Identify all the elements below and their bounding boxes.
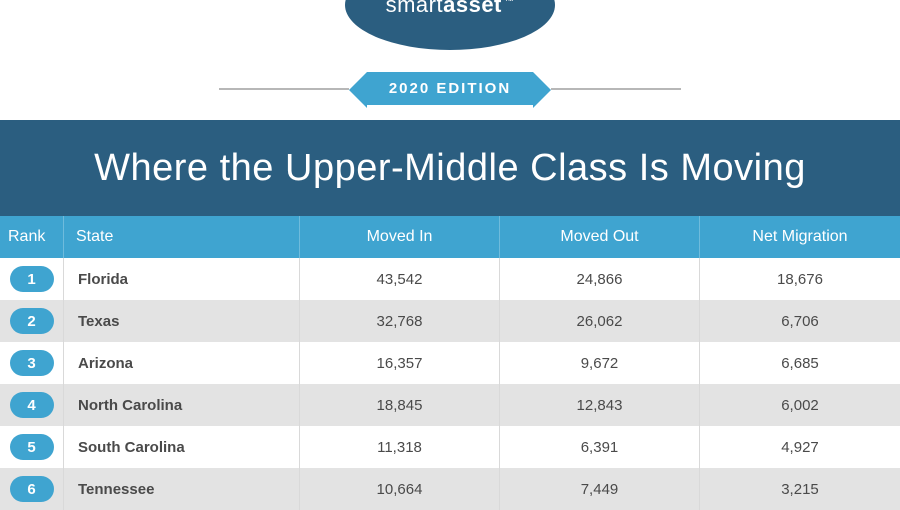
cell-moved-in: 18,845 [300, 384, 500, 426]
cell-state: Texas [64, 300, 300, 342]
edition-label: 2020 EDITION [389, 80, 511, 97]
brand-text: smartasset™ [386, 0, 515, 18]
title-block: Where the Upper-Middle Class Is Moving [0, 120, 900, 216]
table-row: 5 South Carolina11,3186,3914,927 [0, 426, 900, 468]
rank-pill: 1 [10, 266, 54, 292]
cell-net-migration: 6,706 [700, 300, 900, 342]
col-header-state: State [64, 216, 300, 258]
cell-state: Arizona [64, 342, 300, 384]
rank-pill: 5 [10, 434, 54, 460]
cell-net-migration: 6,685 [700, 342, 900, 384]
edition-ribbon: 2020 EDITION [367, 72, 533, 105]
cell-net-migration: 4,927 [700, 426, 900, 468]
migration-table: Rank State Moved In Moved Out Net Migrat… [0, 216, 900, 510]
table-row: 3 Arizona16,3579,6726,685 [0, 342, 900, 384]
cell-rank: 4 [0, 384, 64, 426]
divider-left [219, 88, 349, 90]
cell-state: Tennessee [64, 468, 300, 510]
cell-moved-out: 6,391 [500, 426, 700, 468]
cell-rank: 2 [0, 300, 64, 342]
edition-row: 2020 EDITION [0, 72, 900, 105]
cell-moved-out: 26,062 [500, 300, 700, 342]
cell-net-migration: 6,002 [700, 384, 900, 426]
cell-state: North Carolina [64, 384, 300, 426]
cell-moved-out: 24,866 [500, 258, 700, 300]
cell-rank: 5 [0, 426, 64, 468]
cell-moved-in: 11,318 [300, 426, 500, 468]
rank-pill: 2 [10, 308, 54, 334]
table-header-row: Rank State Moved In Moved Out Net Migrat… [0, 216, 900, 258]
cell-rank: 3 [0, 342, 64, 384]
rank-pill: 3 [10, 350, 54, 376]
cell-rank: 6 [0, 468, 64, 510]
table-row: 4 North Carolina18,84512,8436,002 [0, 384, 900, 426]
col-header-rank: Rank [0, 216, 64, 258]
brand-tm: ™ [504, 0, 515, 7]
rank-pill: 4 [10, 392, 54, 418]
cell-moved-in: 10,664 [300, 468, 500, 510]
cell-moved-out: 12,843 [500, 384, 700, 426]
table-row: 2 Texas32,76826,0626,706 [0, 300, 900, 342]
rank-pill: 6 [10, 476, 54, 502]
divider-right [551, 88, 681, 90]
cell-moved-in: 32,768 [300, 300, 500, 342]
cell-rank: 1 [0, 258, 64, 300]
brand-suffix: asset [443, 0, 502, 17]
cell-moved-out: 9,672 [500, 342, 700, 384]
brand-prefix: smart [386, 0, 444, 17]
col-header-moved-out: Moved Out [500, 216, 700, 258]
infographic-root: smartasset™ 2020 EDITION Where the Upper… [0, 0, 900, 500]
cell-moved-out: 7,449 [500, 468, 700, 510]
page-title: Where the Upper-Middle Class Is Moving [94, 147, 806, 190]
cell-state: South Carolina [64, 426, 300, 468]
cell-moved-in: 43,542 [300, 258, 500, 300]
brand-logo: smartasset™ [345, 0, 555, 50]
cell-moved-in: 16,357 [300, 342, 500, 384]
cell-net-migration: 18,676 [700, 258, 900, 300]
cell-net-migration: 3,215 [700, 468, 900, 510]
col-header-net: Net Migration [700, 216, 900, 258]
col-header-moved-in: Moved In [300, 216, 500, 258]
table-row: 6 Tennessee10,6647,4493,215 [0, 468, 900, 510]
cell-state: Florida [64, 258, 300, 300]
table-row: 1 Florida43,54224,86618,676 [0, 258, 900, 300]
